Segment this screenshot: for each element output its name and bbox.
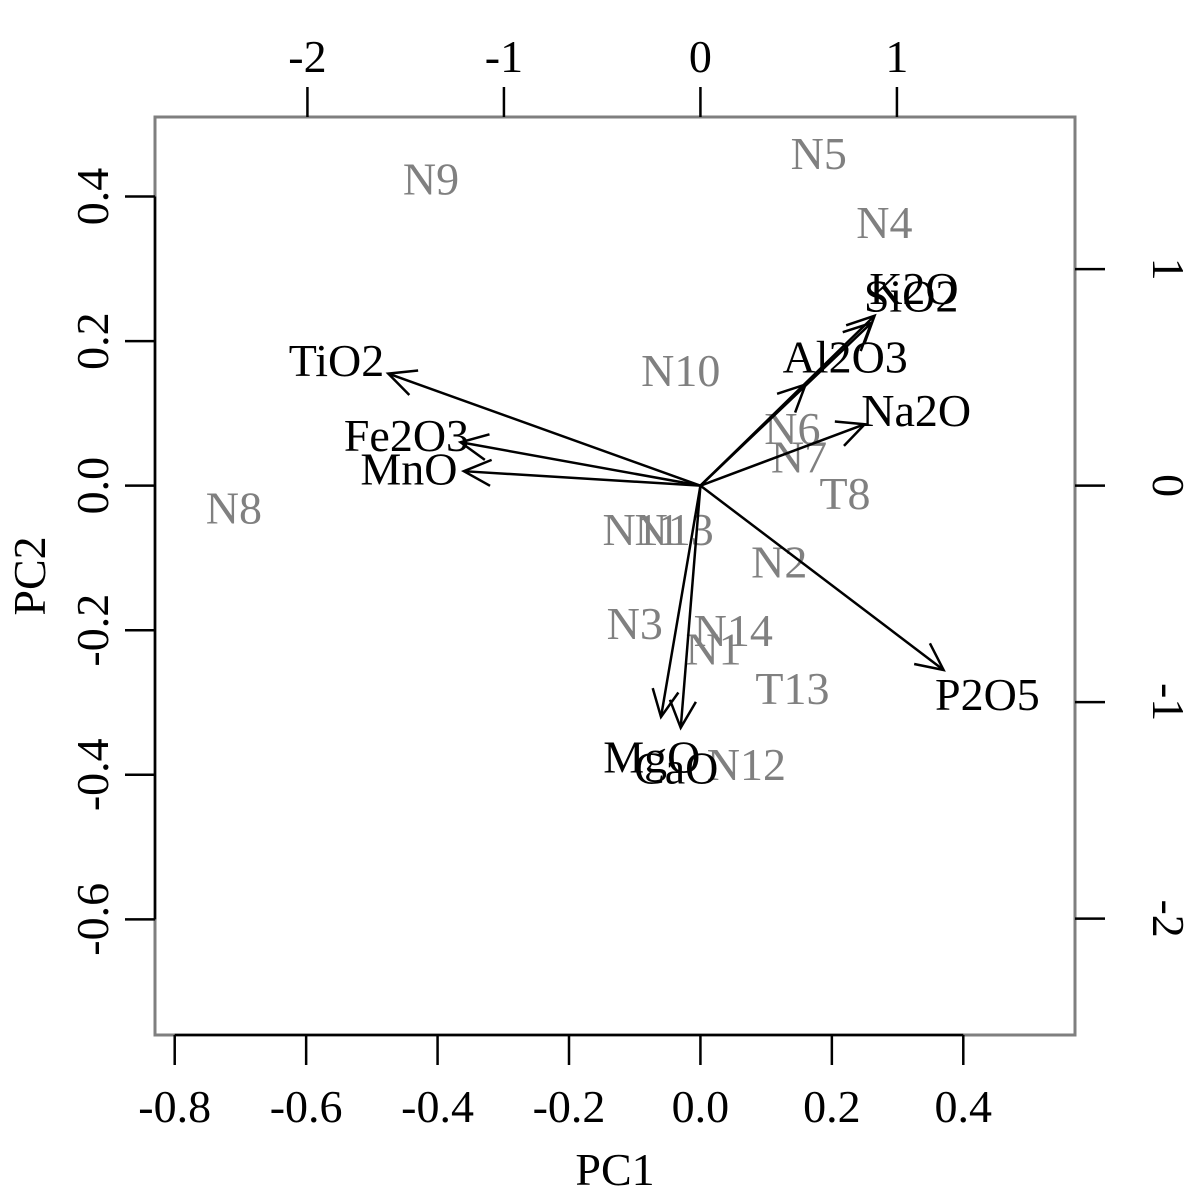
observation-label: N8: [206, 482, 262, 533]
arrow-shaft: [699, 484, 945, 671]
top-tick-label: -2: [288, 31, 326, 82]
variable-arrow: [460, 458, 701, 487]
top-tick-label: -1: [485, 31, 523, 82]
observation-label: N4: [856, 197, 912, 248]
variable-label: Al2O3: [783, 332, 908, 383]
y-tick-label: 0.0: [67, 457, 118, 514]
variable-arrow: [699, 484, 946, 672]
arrow-shaft: [699, 423, 866, 487]
arrow-shaft: [679, 485, 702, 728]
variable-arrow: [385, 369, 701, 487]
axes: -0.8 -0.6 -0.4 -0.2 0.0 0.2 0.4 -0.6 -0.4 -0.2 0.0…: [67, 31, 1194, 1132]
arrow-shaft: [460, 441, 701, 487]
arrow-head: [460, 458, 493, 487]
variable-arrow: [457, 433, 701, 487]
observation-label: N9: [403, 153, 459, 204]
y-tick-label: -0.6: [67, 883, 118, 956]
observation-label: T13: [755, 663, 829, 714]
x-tick-label: 0.2: [803, 1081, 861, 1132]
x-tick-label: -0.6: [270, 1081, 343, 1132]
variable-arrow: [699, 382, 808, 487]
variable-label: Fe2O3: [344, 410, 469, 461]
arrow-head: [842, 321, 874, 352]
variable-arrow: [651, 485, 702, 720]
y-tick-label: 0.2: [67, 312, 118, 370]
y-tick-label: 0.4: [67, 168, 118, 226]
variable-label: P2O5: [935, 669, 1040, 720]
variable-label: TiO2: [289, 335, 384, 386]
x-tick-label: -0.2: [533, 1081, 606, 1132]
right-tick-label: -2: [1143, 899, 1194, 937]
y-axis-title: PC2: [4, 536, 55, 615]
arrow-head: [651, 687, 680, 720]
variable-label: MgO: [603, 731, 700, 782]
right-tick-label: -1: [1143, 683, 1194, 721]
x-axis-title: PC1: [575, 1144, 654, 1195]
top-tick-label: 1: [885, 31, 908, 82]
observation-label: N5: [791, 128, 847, 179]
arrow-head: [834, 420, 868, 447]
right-tick-label: 1: [1143, 258, 1194, 281]
arrow-shaft: [387, 372, 701, 487]
x-tick-label: -0.8: [138, 1081, 211, 1132]
variable-label: SiO2: [864, 270, 959, 321]
plot-frame: [153, 115, 1077, 1037]
arrow-head: [385, 369, 419, 396]
y-tick-label: -0.2: [67, 594, 118, 667]
arrow-head: [457, 433, 490, 461]
x-tick-label: -0.4: [401, 1081, 474, 1132]
variable-label: Na2O: [861, 385, 971, 436]
arrow-shaft: [659, 485, 702, 718]
arrow-shaft: [463, 469, 701, 487]
y-tick-label: -0.4: [67, 738, 118, 811]
arrow-shaft: [699, 383, 807, 487]
variable-label: K2O: [869, 263, 958, 314]
observation-label: N1: [685, 623, 741, 674]
variable-arrow: [699, 420, 868, 487]
observation-label: N12: [707, 739, 786, 790]
variable-label: CaO: [634, 743, 718, 794]
observation-label: N13: [635, 504, 714, 555]
right-tick-label: 0: [1143, 474, 1194, 497]
observation-label: N11: [603, 504, 681, 555]
observation-label: T8: [819, 468, 870, 519]
arrow-head: [776, 382, 808, 414]
arrow-head: [913, 642, 946, 672]
observation-label: N7: [771, 432, 827, 483]
top-tick-label: 0: [689, 31, 712, 82]
observation-label: N14: [694, 605, 773, 656]
observation-label: N10: [641, 345, 720, 396]
variable-label: MnO: [360, 444, 457, 495]
variable-arrows: [385, 313, 946, 731]
variable-arrow: [668, 485, 702, 731]
x-tick-label: 0.0: [672, 1081, 730, 1132]
x-tick-label: 0.4: [935, 1081, 993, 1132]
arrow-head: [668, 699, 697, 731]
observation-label: N3: [607, 598, 663, 649]
